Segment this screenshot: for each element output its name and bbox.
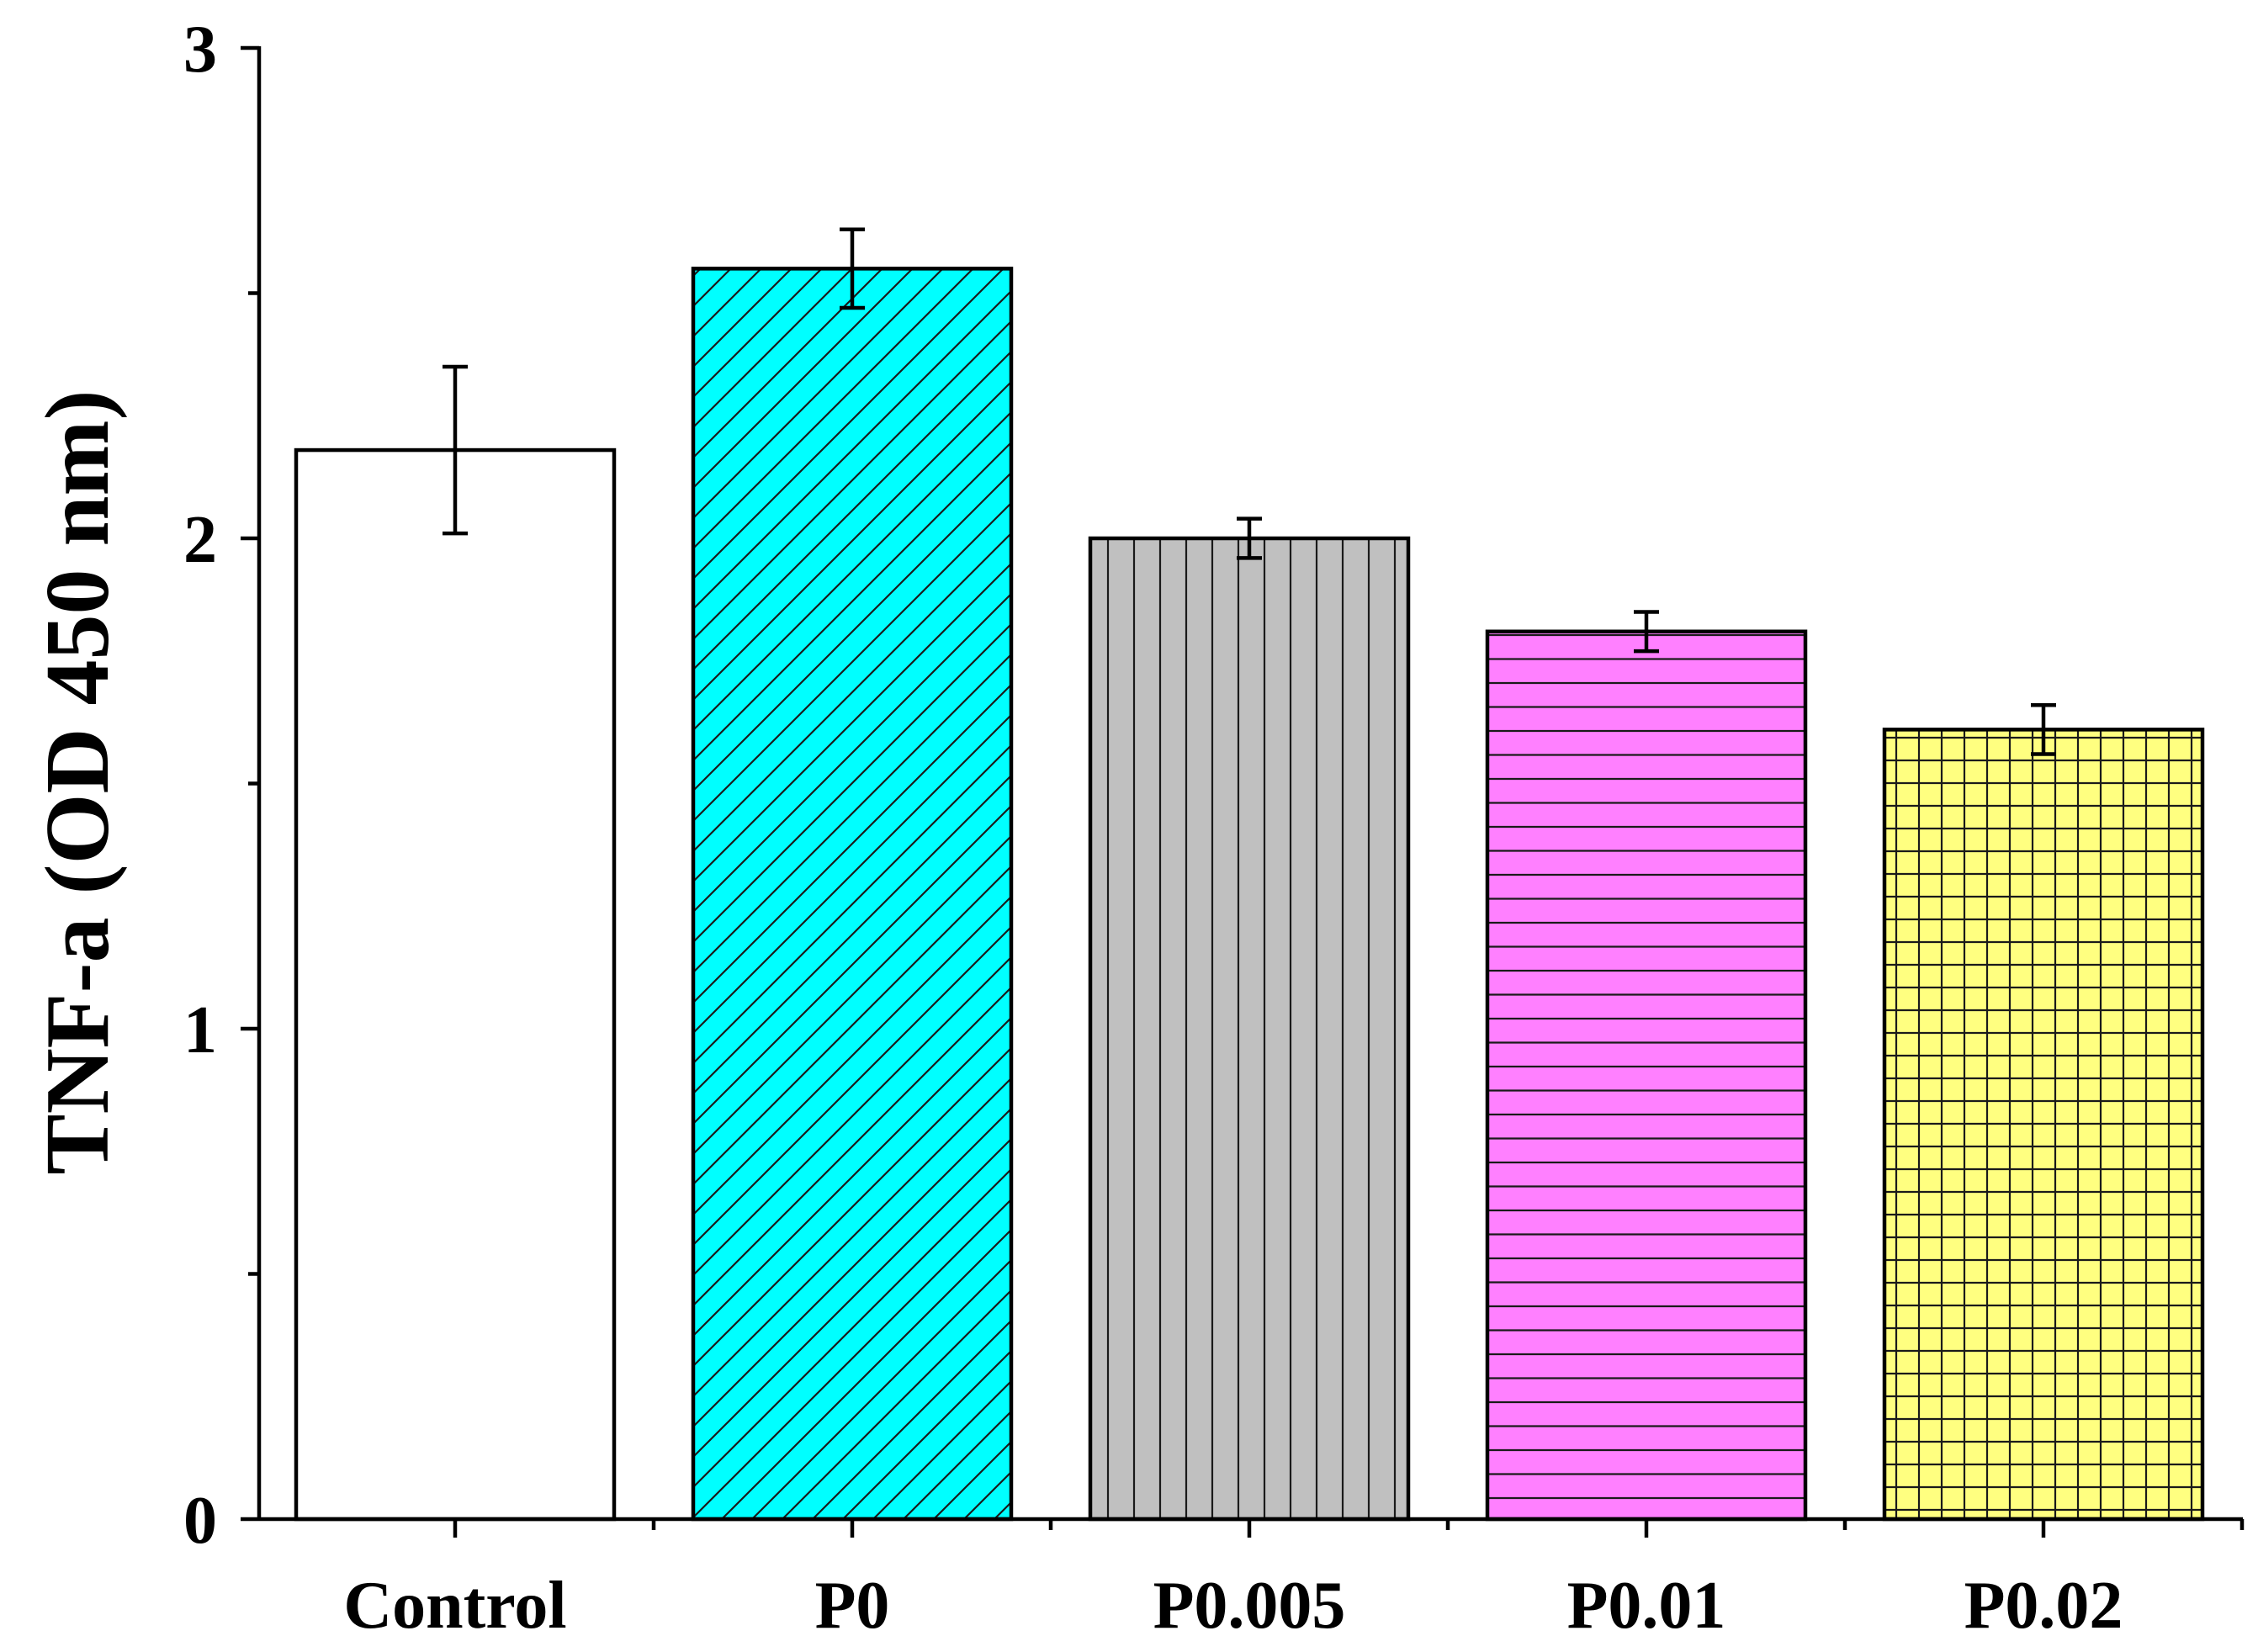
bar-pattern — [1487, 631, 1805, 1519]
error-bar — [1634, 610, 1659, 654]
y-tick-label: 1 — [183, 993, 217, 1067]
x-tick-label: P0.02 — [1964, 1569, 2123, 1643]
bar-p0-02 — [1882, 728, 2205, 1522]
x-tick-label: P0 — [815, 1569, 890, 1643]
y-axis-title: TNF-a (OD 450 nm) — [28, 390, 128, 1175]
y-tick-label: 2 — [183, 503, 217, 577]
bar-p0 — [691, 267, 1014, 1522]
y-tick-label: 0 — [183, 1484, 217, 1558]
bar-control — [294, 447, 617, 1522]
bar-pattern — [693, 268, 1011, 1520]
bar-p0-005 — [1088, 536, 1411, 1522]
error-bar — [1237, 516, 1262, 560]
bar-pattern — [1884, 729, 2202, 1519]
error-bar — [840, 227, 865, 310]
x-tick-label: P0.01 — [1567, 1569, 1726, 1643]
error-bar — [2031, 702, 2056, 756]
y-tick-label: 3 — [183, 13, 217, 87]
error-bar — [443, 364, 468, 536]
bar-pattern — [1090, 538, 1408, 1519]
bar-fill — [296, 450, 614, 1519]
x-tick-label: Control — [343, 1569, 566, 1643]
bar-p0-01 — [1485, 629, 1808, 1522]
x-tick-label: P0.005 — [1153, 1569, 1346, 1643]
